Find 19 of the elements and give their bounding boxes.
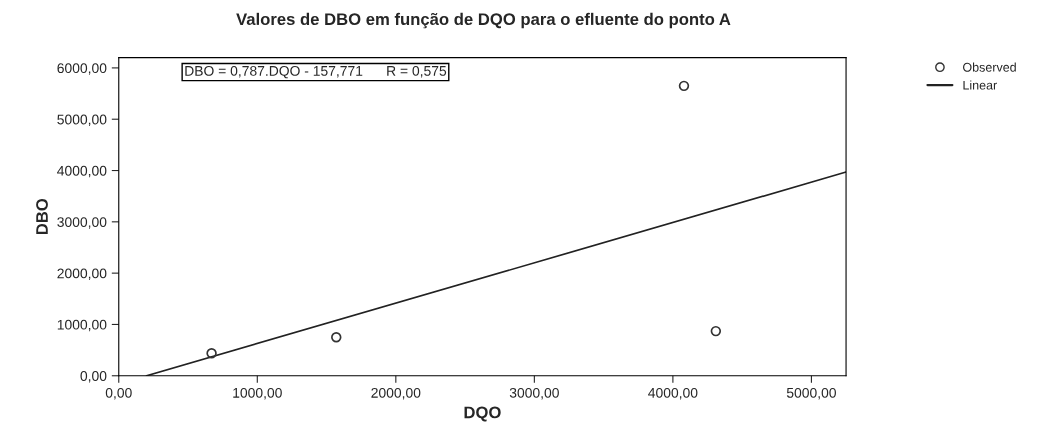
chart-title: Valores de DBO em função de DQO para o efluente do ponto A <box>236 12 731 29</box>
y-tick-label: 2000,00 <box>57 268 107 280</box>
annotation: DBO = 0,787.DQO - 157,771 R = 0,575 <box>185 65 447 79</box>
y-axis-title: DBO <box>36 198 48 235</box>
x-tick-label: 2000,00 <box>371 387 421 400</box>
y-tick-label: 1000,00 <box>57 319 107 332</box>
x-axis-title: DQO <box>464 406 501 422</box>
legend-label: Linear <box>963 80 997 90</box>
x-tick-label: 0,00 <box>105 387 132 400</box>
y-tick-label: 6000,00 <box>57 63 107 75</box>
x-tick-label: 4000,00 <box>648 387 698 400</box>
legend-label: Observed <box>963 62 1016 72</box>
y-tick-label: 5000,00 <box>57 114 107 127</box>
x-tick-label: 5000,00 <box>786 387 836 400</box>
y-tick-label: 0,00 <box>80 371 107 383</box>
x-tick-label: 3000,00 <box>509 387 559 400</box>
y-tick-label: 3000,00 <box>57 217 107 229</box>
y-tick-label: 4000,00 <box>57 165 107 178</box>
x-tick-label: 1000,00 <box>233 387 282 400</box>
